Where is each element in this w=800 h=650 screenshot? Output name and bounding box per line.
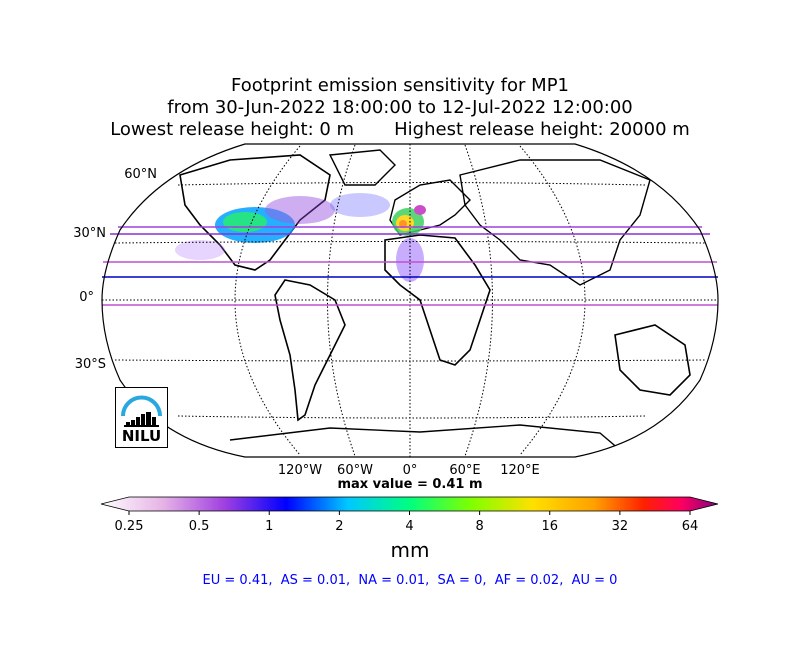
antarctica-landmass [229, 424, 621, 451]
north-america-landmass [179, 154, 331, 271]
map-boundary [101, 143, 719, 458]
title-line-1: Footprint emission sensitivity for MP1 [230, 75, 569, 96]
south-america-landmass [274, 279, 346, 422]
region-stats: EU = 0.41, AS = 0.01, NA = 0.01, SA = 0,… [202, 573, 618, 588]
lon-label-60w: 60°W [337, 463, 373, 478]
nilu-logo: NILU [115, 387, 168, 448]
greenland-landmass [328, 149, 396, 186]
nilu-logo-icon [121, 395, 162, 427]
graticule [102, 144, 718, 457]
lat-label-60n: 60°N [124, 167, 157, 182]
title-line-3: Lowest release height: 0 m Highest relea… [110, 119, 690, 140]
lat-label-30s: 30°S [74, 357, 106, 372]
lat-label-30n: 30°N [73, 226, 106, 241]
colorbar-tick-label: 16 [541, 519, 559, 534]
nilu-logo-text: NILU [121, 427, 162, 445]
lon-label-120w: 120°W [277, 463, 323, 478]
lon-label-120e: 120°E [500, 463, 540, 478]
release-lines [102, 226, 718, 306]
colorbar-tick-label: 2 [335, 519, 344, 534]
colorbar-tick-label: 0.25 [114, 519, 144, 534]
colorbar-body [100, 496, 719, 512]
colorbar-tick-label: 0.5 [188, 519, 210, 534]
title-line-2: from 30-Jun-2022 18:00:00 to 12-Jul-2022… [167, 97, 633, 118]
africa-landmass [384, 234, 491, 366]
lat-label-0: 0° [79, 290, 94, 305]
lon-label-0: 0° [402, 463, 418, 478]
colorbar-tick-label: 32 [611, 519, 629, 534]
colorbar-tick-label: 1 [265, 519, 274, 534]
lon-label-60e: 60°E [449, 463, 481, 478]
australia-landmass [614, 324, 691, 396]
colorbar-tick-label: 8 [475, 519, 484, 534]
colorbar-tick-label: 64 [681, 519, 699, 534]
colorbar-ticks [128, 511, 691, 515]
colorbar-tick-label: 4 [405, 519, 414, 534]
max-value-label: max value = 0.41 m [337, 477, 483, 492]
colorbar-unit-label: mm [390, 538, 430, 562]
